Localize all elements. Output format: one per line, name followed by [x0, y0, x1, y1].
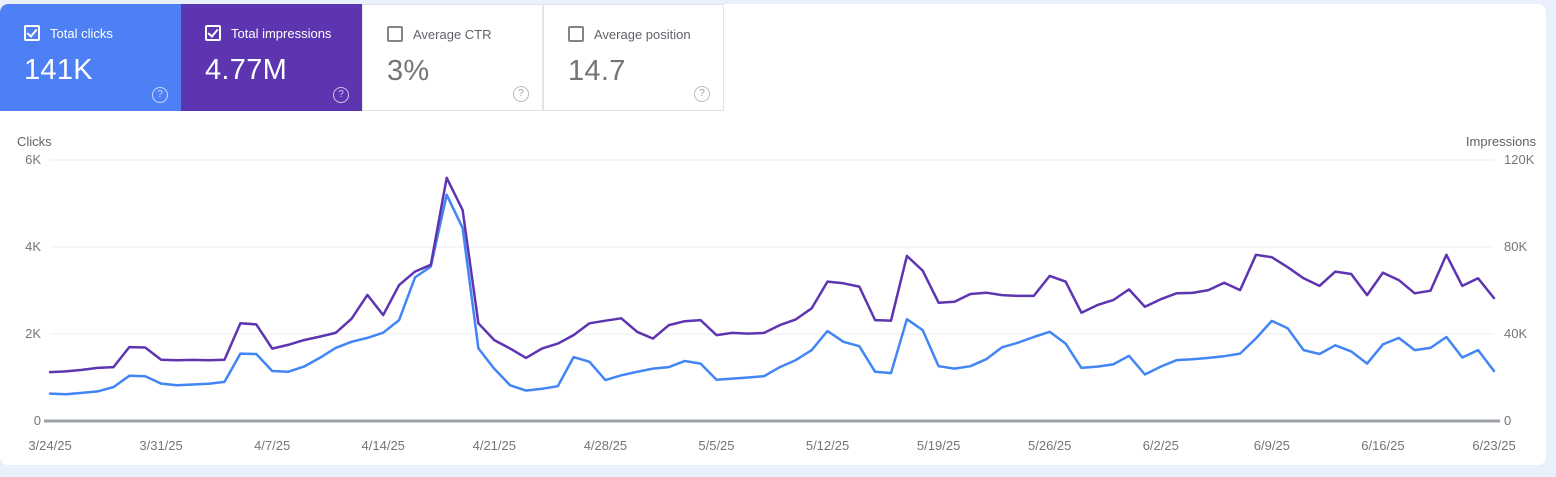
card-label: Average position [594, 26, 691, 42]
left-axis-tick-label: 0 [33, 413, 41, 428]
card-average-position[interactable]: Average position 14.7 ? [543, 4, 724, 111]
x-axis-date-label: 6/16/25 [1361, 438, 1405, 453]
metric-cards-row: Total clicks 141K ? Total impressions 4.… [0, 4, 1546, 111]
right-axis-tick-label: 120K [1504, 152, 1535, 167]
card-value: 3% [387, 55, 430, 87]
card-total-impressions-header: Total impressions [205, 25, 362, 41]
x-axis-date-label: 5/26/25 [1028, 438, 1072, 453]
help-icon[interactable]: ? [333, 87, 349, 103]
left-axis-tick-label: 6K [25, 152, 41, 167]
right-axis-tick-label: 40K [1504, 326, 1528, 341]
x-axis-date-label: 4/14/25 [361, 438, 405, 453]
checkbox-unchecked-icon[interactable] [568, 26, 584, 42]
left-axis-tick-label: 2K [25, 326, 41, 341]
card-label: Total impressions [231, 25, 332, 41]
performance-chart[interactable] [0, 4, 1546, 465]
checkbox-checked-icon[interactable] [205, 25, 221, 41]
help-icon[interactable]: ? [694, 86, 710, 102]
x-axis-date-label: 3/24/25 [28, 438, 72, 453]
card-label: Total clicks [50, 25, 113, 41]
right-axis-tick-label: 80K [1504, 239, 1528, 254]
x-axis-date-label: 5/12/25 [805, 438, 850, 453]
checkbox-checked-icon[interactable] [24, 25, 40, 41]
x-axis-date-label: 3/31/25 [139, 438, 183, 453]
card-total-clicks[interactable]: Total clicks 141K ? [0, 4, 181, 111]
x-axis-date-label: 4/7/25 [254, 438, 291, 453]
card-value: 4.77M [205, 54, 288, 86]
x-axis-date-label: 6/9/25 [1253, 438, 1290, 453]
x-axis-date-label: 4/28/25 [583, 438, 628, 453]
card-average-ctr-header: Average CTR [387, 26, 542, 42]
left-axis-tick-label: 4K [25, 239, 41, 254]
card-label: Average CTR [413, 26, 492, 42]
left-axis-title: Clicks [17, 134, 52, 149]
x-axis-date-label: 5/19/25 [916, 438, 961, 453]
x-axis-date-label: 6/2/25 [1142, 438, 1179, 453]
card-average-position-header: Average position [568, 26, 723, 42]
performance-panel: Total clicks 141K ? Total impressions 4.… [0, 4, 1546, 465]
card-average-ctr[interactable]: Average CTR 3% ? [362, 4, 543, 111]
checkbox-unchecked-icon[interactable] [387, 26, 403, 42]
help-icon[interactable]: ? [152, 87, 168, 103]
impressions-line [48, 176, 1496, 374]
card-total-impressions[interactable]: Total impressions 4.77M ? [181, 4, 362, 111]
card-value: 141K [24, 54, 93, 86]
clicks-line [48, 193, 1496, 396]
help-icon[interactable]: ? [513, 86, 529, 102]
x-axis-date-label: 5/5/25 [698, 438, 735, 453]
x-axis-date-label: 6/23/25 [1472, 438, 1516, 453]
right-axis-tick-label: 0 [1504, 413, 1512, 428]
right-axis-title: Impressions [1465, 134, 1536, 149]
card-total-clicks-header: Total clicks [24, 25, 181, 41]
x-axis-date-label: 4/21/25 [472, 438, 516, 453]
card-value: 14.7 [568, 55, 626, 87]
